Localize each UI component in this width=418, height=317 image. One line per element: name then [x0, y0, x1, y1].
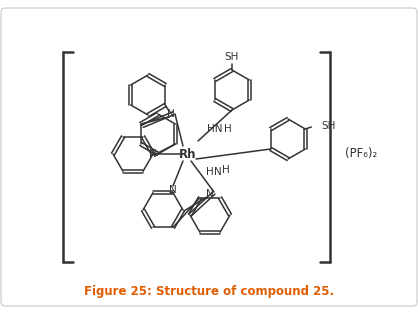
Text: N: N — [206, 189, 214, 199]
Text: Figure 25: Structure of compound 25.: Figure 25: Structure of compound 25. — [84, 284, 334, 297]
Text: N: N — [167, 109, 175, 119]
Text: H: H — [206, 167, 214, 177]
Text: (PF₆)₂: (PF₆)₂ — [345, 147, 377, 160]
Text: Rh: Rh — [179, 147, 197, 160]
FancyBboxPatch shape — [1, 8, 417, 306]
Text: N: N — [169, 185, 177, 195]
Text: H: H — [222, 165, 230, 175]
Text: HN: HN — [207, 124, 222, 134]
Text: N: N — [214, 167, 222, 177]
Text: H: H — [224, 124, 232, 134]
Text: SH: SH — [225, 52, 239, 62]
Text: SH: SH — [321, 121, 336, 131]
Text: N: N — [149, 149, 157, 159]
